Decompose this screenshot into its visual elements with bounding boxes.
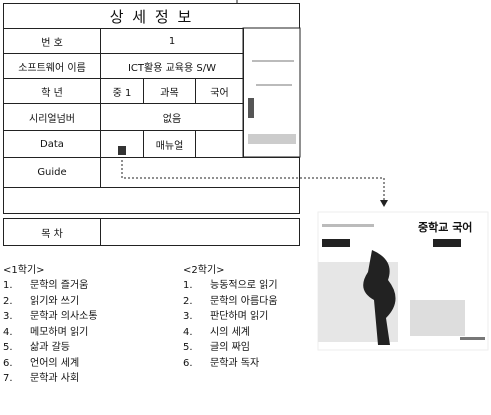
item-number: 2.	[183, 295, 193, 307]
table-cell: 매뉴얼	[143, 130, 196, 158]
item-text: 읽기와 쓰기	[30, 295, 80, 307]
empty-cell	[100, 218, 300, 246]
cover-tag	[322, 239, 350, 247]
empty-cell	[195, 130, 244, 158]
item-number: 5.	[3, 342, 13, 353]
table-cell: 시리얼넘버	[3, 103, 101, 131]
item-number: 2.	[3, 295, 13, 307]
thumbnail-tree	[248, 98, 254, 118]
table-cell: 국어	[195, 78, 244, 104]
cover-title: 중학교 국어	[418, 221, 473, 234]
semester-title: <2학기>	[183, 265, 225, 276]
item-text: 시의 세계	[210, 326, 250, 338]
item-text: 문학과 사회	[30, 373, 80, 384]
table-cell: 1	[100, 28, 244, 54]
arrow-head	[380, 200, 388, 207]
item-number: 1.	[3, 280, 13, 291]
item-number: 5.	[183, 342, 193, 353]
cover-tree	[363, 250, 396, 345]
link-arrow	[121, 160, 385, 200]
item-text: 문학과 독자	[210, 357, 260, 369]
item-text: 글의 짜임	[210, 342, 250, 353]
empty-cell	[3, 187, 300, 214]
item-text: 문학의 즐거움	[30, 280, 89, 291]
table-cell: 과목	[143, 78, 196, 104]
thumbnail-block	[248, 134, 296, 144]
semester-title: <1학기>	[3, 265, 45, 276]
item-text: 메모하며 읽기	[30, 326, 89, 338]
item-number: 7.	[3, 373, 13, 384]
cover-line	[322, 224, 374, 227]
data-icon	[118, 146, 126, 155]
item-text: 능동적으로 읽기	[210, 280, 278, 291]
item-number: 3.	[3, 311, 13, 322]
cover-image	[410, 300, 465, 336]
table-cell: Data	[3, 130, 101, 158]
table-cell: 중 1	[100, 78, 144, 104]
empty-cell	[100, 157, 300, 188]
table-cell: ICT활용 교육용 S/W	[100, 53, 244, 79]
item-number: 6.	[3, 357, 13, 369]
item-number: 6.	[183, 357, 193, 369]
table-cell: 소프트웨어 이름	[3, 53, 101, 79]
item-text: 언어의 세계	[30, 357, 80, 369]
table-cell: 학 년	[3, 78, 101, 104]
table-cell: Guide	[3, 157, 101, 188]
table-cell: 목 차	[3, 218, 101, 246]
item-number: 4.	[183, 326, 193, 338]
table-cell: 없음	[100, 103, 244, 131]
item-text: 문학과 의사소통	[30, 311, 98, 322]
thumbnail-line	[256, 84, 292, 86]
table-cell: 번 호	[3, 28, 101, 54]
cover-publisher	[460, 337, 485, 340]
item-text: 판단하며 읽기	[210, 311, 269, 322]
item-text: 삶과 갈등	[30, 342, 70, 353]
item-text: 문학의 아름다움	[210, 295, 278, 307]
item-number: 3.	[183, 311, 193, 322]
item-number: 4.	[3, 326, 13, 338]
thumbnail-line	[252, 60, 294, 62]
empty-cell	[100, 130, 144, 158]
item-number: 1.	[183, 280, 193, 291]
cover-tag	[433, 239, 461, 247]
